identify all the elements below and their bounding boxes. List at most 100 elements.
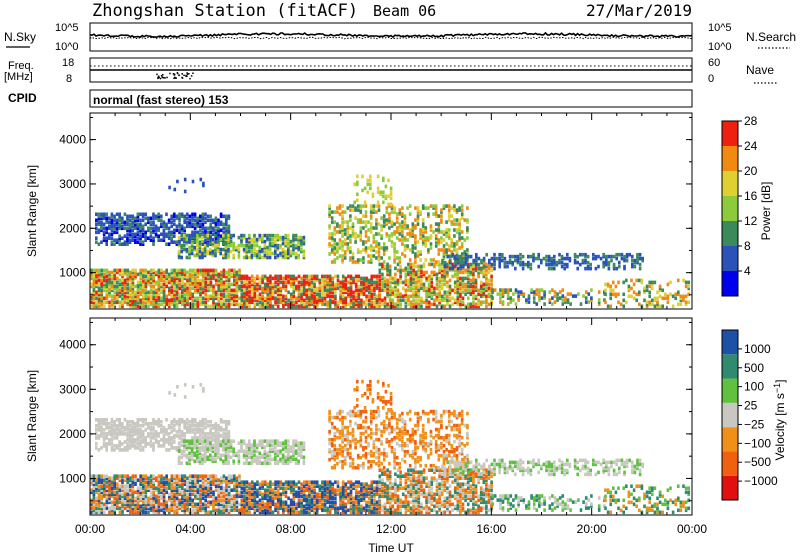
velocity-cell	[183, 508, 187, 513]
power-cell	[97, 292, 101, 297]
power-cell	[341, 244, 344, 248]
power-cell	[279, 251, 282, 256]
power-cell	[631, 254, 634, 259]
power-cell	[121, 268, 124, 273]
power-cell	[131, 282, 135, 287]
power-cell	[100, 220, 103, 225]
power-cell	[458, 208, 461, 212]
power-cell	[162, 296, 166, 301]
power-cell	[310, 290, 314, 295]
power-cell	[284, 239, 287, 244]
power-cell	[165, 224, 168, 229]
power-cell	[343, 252, 347, 256]
power-cell	[422, 272, 426, 277]
power-cell	[479, 280, 483, 285]
power-cell	[102, 230, 106, 235]
velocity-cell	[194, 476, 197, 480]
velocity-cell	[248, 496, 251, 501]
power-cell	[300, 296, 303, 301]
power-cell	[95, 300, 98, 305]
power-cell	[579, 262, 582, 267]
power-cell	[456, 268, 460, 273]
power-cell	[136, 288, 140, 293]
power-cell	[177, 243, 181, 248]
velocity-cell	[162, 502, 166, 507]
velocity-cell	[220, 484, 223, 488]
power-cell	[141, 234, 145, 238]
velocity-cell	[110, 480, 114, 484]
velocity-cell	[113, 484, 116, 488]
power-cell	[485, 282, 488, 287]
velocity-cell	[225, 478, 228, 482]
power-cell	[404, 282, 408, 287]
power-cell	[173, 228, 176, 233]
power-cell	[190, 251, 194, 256]
power-cell	[401, 230, 404, 234]
power-cell	[139, 286, 142, 291]
power-cell	[217, 304, 220, 309]
power-cell	[310, 298, 314, 303]
power-cell	[281, 235, 285, 240]
velocity-cell	[204, 486, 207, 490]
power-cell	[464, 252, 468, 257]
power-cell	[414, 292, 418, 297]
velocity-cell	[230, 474, 233, 478]
power-cell	[194, 284, 197, 289]
power-cell	[102, 238, 106, 242]
power-cell	[227, 272, 231, 277]
power-cell	[336, 286, 340, 291]
power-cell	[362, 240, 365, 244]
power-cell	[349, 204, 352, 208]
power-cell	[424, 242, 428, 246]
power-cell	[207, 294, 210, 299]
power-cell	[407, 284, 410, 289]
power-cell	[394, 294, 397, 299]
power-cell	[136, 298, 140, 303]
power-cell	[455, 218, 459, 222]
velocity-cell	[92, 498, 96, 503]
power-cell	[684, 294, 688, 299]
power-cell	[209, 224, 212, 229]
power-cell	[326, 284, 329, 289]
power-cell	[456, 298, 460, 303]
power-cell	[382, 190, 385, 195]
power-cell	[509, 296, 513, 300]
power-cell	[339, 290, 342, 295]
power-cell	[395, 220, 399, 224]
power-cell	[385, 232, 389, 236]
power-cell	[302, 241, 306, 246]
power-cell	[446, 266, 449, 271]
power-cell	[152, 214, 155, 219]
power-cell	[297, 255, 300, 260]
power-cell	[183, 298, 187, 303]
power-cell	[227, 216, 231, 221]
power-cell	[612, 266, 616, 271]
power-cell	[499, 296, 502, 300]
power-cell	[344, 290, 348, 295]
power-cell	[198, 249, 202, 254]
power-cell	[338, 238, 342, 242]
power-cell	[276, 294, 280, 299]
power-cell	[220, 292, 223, 297]
power-cell	[266, 235, 269, 240]
velocity-cell	[212, 496, 215, 501]
velocity-cell	[212, 498, 215, 503]
power-cell	[284, 241, 287, 246]
power-cell	[584, 266, 587, 271]
power-cell	[100, 298, 103, 303]
power-cell	[95, 212, 98, 217]
power-cell	[268, 243, 272, 248]
power-cell	[196, 288, 200, 293]
power-cell	[175, 242, 179, 246]
power-cell	[437, 240, 441, 244]
power-cell	[414, 236, 417, 240]
power-cell	[90, 268, 93, 273]
power-cell	[162, 222, 166, 227]
power-cell	[454, 262, 457, 267]
power-cell	[587, 300, 591, 304]
velocity-cell	[170, 484, 174, 488]
power-cell	[474, 296, 478, 301]
velocity-cell	[194, 484, 197, 488]
power-cell	[222, 226, 225, 231]
power-cell	[651, 282, 654, 287]
